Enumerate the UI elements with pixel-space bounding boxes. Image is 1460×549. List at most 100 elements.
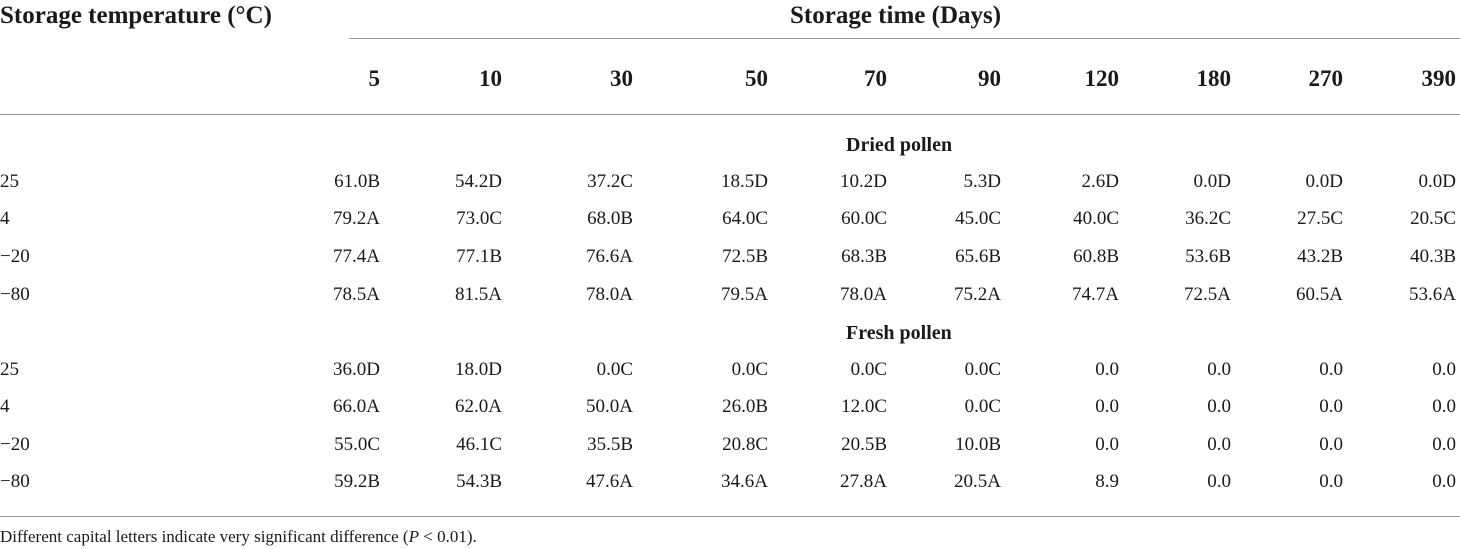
rule-mid [0,114,1460,115]
table-cell: 50.0A [586,396,633,417]
row-temperature: 25 [0,171,19,192]
table-cell: 0.0 [1432,396,1456,417]
table-cell: 0.0C [964,396,1001,417]
table-cell: 12.0C [841,396,887,417]
table-cell: 54.2D [455,171,502,192]
table-cell: 76.6A [586,246,633,267]
table-cell: 78.0A [586,284,633,305]
table-cell: 0.0 [1319,471,1343,492]
table-cell: 27.5C [1297,208,1343,229]
table-cell: 20.5A [954,471,1001,492]
table-cell: 40.0C [1073,208,1119,229]
table-cell: 60.5A [1296,284,1343,305]
table-cell: 36.2C [1185,208,1231,229]
table-cell: 0.0 [1095,434,1119,455]
table-cell: 35.5B [587,434,633,455]
table-cell: 62.0A [455,396,502,417]
day-header: 180 [1196,66,1232,91]
table-cell: 77.4A [333,246,380,267]
table-cell: 0.0 [1319,434,1343,455]
day-header: 5 [368,66,381,91]
footnote-p: P [408,527,419,546]
table-cell: 79.2A [333,208,380,229]
table-cell: 60.0C [841,208,887,229]
table-cell: 0.0 [1207,471,1231,492]
table-cell: 26.0B [722,396,768,417]
row-temperature: 25 [0,359,19,380]
table-cell: 0.0C [596,359,633,380]
table-cell: 68.0B [587,208,633,229]
table-cell: 73.0C [456,208,502,229]
table-header-storage-time: Storage time (Days) [790,2,1002,29]
table-cell: 2.6D [1081,171,1119,192]
row-temperature: −20 [0,246,30,267]
row-temperature: 4 [0,396,10,417]
table-cell: 72.5B [722,246,768,267]
table-cell: 78.0A [840,284,887,305]
table-cell: 61.0B [334,171,380,192]
table-cell: 72.5A [1184,284,1231,305]
table-cell: 75.2A [954,284,1001,305]
table-cell: 53.6A [1409,284,1456,305]
table-cell: 43.2B [1297,246,1343,267]
table-cell: 0.0 [1319,359,1343,380]
table-cell: 55.0C [334,434,380,455]
table-cell: 0.0 [1432,359,1456,380]
table-cell: 81.5A [455,284,502,305]
table-cell: 0.0 [1095,359,1119,380]
footnote: Different capital letters indicate very … [0,527,477,547]
day-header: 390 [1421,66,1457,91]
table-cell: 0.0 [1207,359,1231,380]
table-cell: 0.0 [1319,396,1343,417]
table-cell: 10.0B [955,434,1001,455]
table-cell: 0.0 [1095,396,1119,417]
table-cell: 64.0C [722,208,768,229]
table-cell: 60.8B [1073,246,1119,267]
table-cell: 66.0A [333,396,380,417]
table-cell: 20.5C [1410,208,1456,229]
table-cell: 10.2D [840,171,887,192]
day-header: 50 [745,66,768,91]
table-cell: 78.5A [333,284,380,305]
table-cell: 0.0C [850,359,887,380]
table-cell: 59.2B [334,471,380,492]
table-cell: 47.6A [586,471,633,492]
table-cell: 34.6A [721,471,768,492]
table-cell: 77.1B [456,246,502,267]
table-cell: 5.3D [963,171,1001,192]
table-cell: 18.5D [721,171,768,192]
table-cell: 0.0D [1418,171,1456,192]
rule-top [349,38,1460,39]
table-cell: 65.6B [955,246,1001,267]
table-header-temperature: Storage temperature (°C) [0,2,272,29]
day-header: 70 [864,66,887,91]
table-cell: 0.0 [1207,396,1231,417]
day-header: 30 [610,66,633,91]
row-temperature: 4 [0,208,10,229]
day-header: 10 [479,66,502,91]
table-cell: 8.9 [1095,471,1119,492]
table-cell: 20.5B [841,434,887,455]
row-temperature: −80 [0,284,30,305]
table-cell: 0.0C [731,359,768,380]
table-cell: 54.3B [456,471,502,492]
day-header: 90 [978,66,1001,91]
table-cell: 0.0D [1193,171,1231,192]
table-cell: 27.8A [840,471,887,492]
table-cell: 0.0 [1432,434,1456,455]
row-temperature: −80 [0,471,30,492]
footnote-suffix: < 0.01). [419,527,477,546]
table-cell: 40.3B [1410,246,1456,267]
table-cell: 18.0D [455,359,502,380]
day-header: 270 [1308,66,1344,91]
rule-bottom [0,516,1460,517]
section-title: Dried pollen [846,134,953,156]
table-cell: 53.6B [1185,246,1231,267]
table-cell: 45.0C [955,208,1001,229]
table-cell: 37.2C [587,171,633,192]
section-title: Fresh pollen [846,322,952,344]
table-cell: 68.3B [841,246,887,267]
table-cell: 74.7A [1072,284,1119,305]
table-cell: 46.1C [456,434,502,455]
table-cell: 0.0 [1207,434,1231,455]
